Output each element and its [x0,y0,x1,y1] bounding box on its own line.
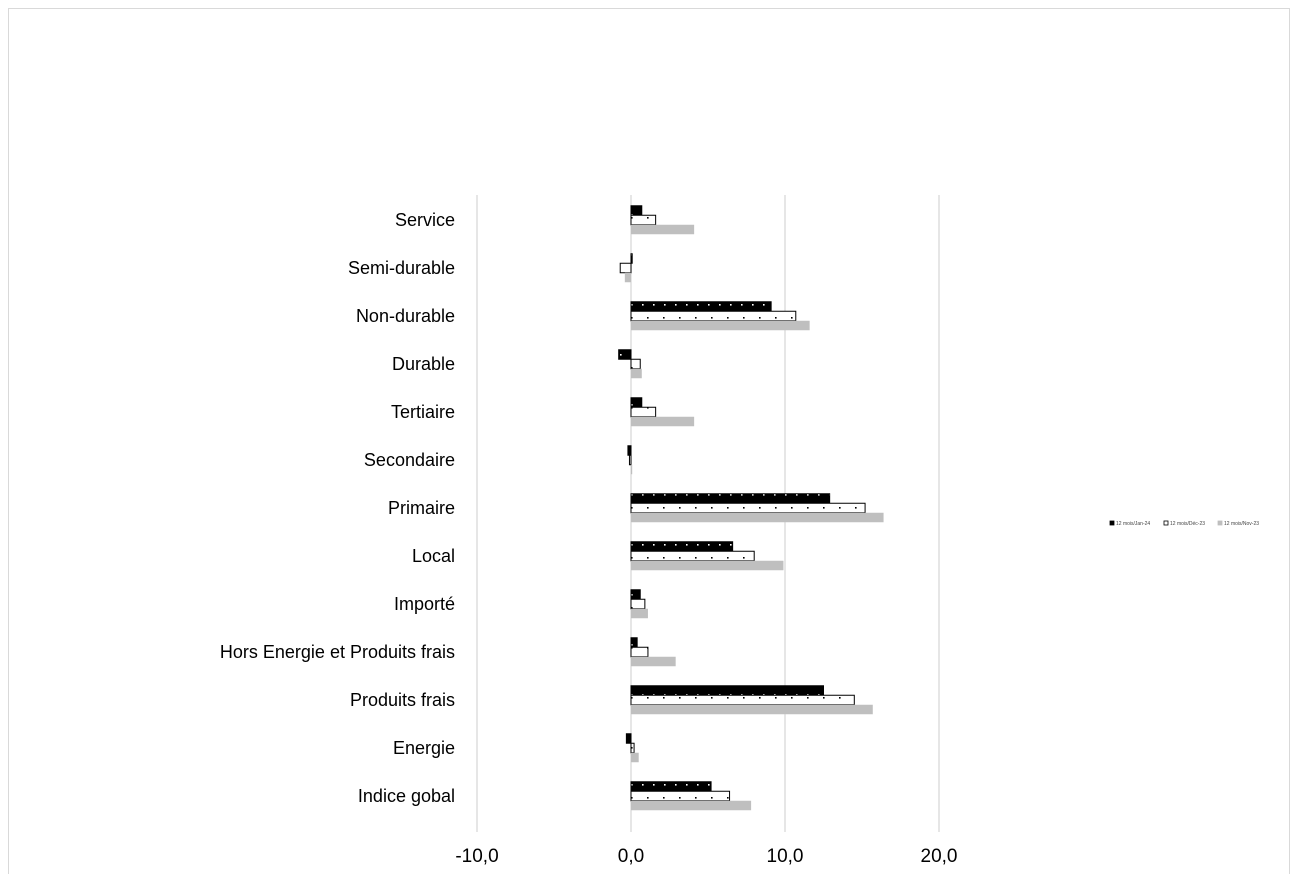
bar-indice-gobal-series-1 [631,782,711,792]
bar-produits-frais-series-3 [631,705,873,715]
x-tick-label-3: 20,0 [921,846,958,867]
bar-importe-series-2 [631,599,645,609]
bar-hors-energie-et-produits-frais-series-2 [631,647,648,657]
category-label-durable: Durable [392,354,455,374]
bar-hors-energie-et-produits-frais-series-3 [631,657,676,667]
bar-primaire-series-1 [631,494,830,504]
category-label-produits-frais: Produits frais [350,690,455,710]
bar-indice-gobal-series-2 [631,791,730,801]
category-label-indice-gobal: Indice gobal [358,786,455,806]
bar-non-durable-series-1 [631,302,771,312]
bar-importe-series-1 [631,590,640,600]
bar-secondaire-series-3 [631,465,632,475]
category-label-hors-energie-et-produits-frais: Hors Energie et Produits frais [220,642,455,662]
bar-energie-series-1 [626,734,631,744]
bar-service-series-3 [631,225,694,235]
bar-secondaire-series-1 [628,446,631,456]
category-label-local: Local [412,546,455,566]
bar-service-series-2 [631,215,656,225]
bar-non-durable-series-3 [631,321,810,331]
bar-durable-series-1 [619,350,631,360]
bar-local-series-3 [631,561,783,571]
category-label-semi-durable: Semi-durable [348,258,455,278]
bar-hors-energie-et-produits-frais-series-1 [631,638,637,648]
bar-local-series-1 [631,542,733,552]
bar-energie-series-3 [631,753,639,763]
x-tick-label-0: -10,0 [455,846,498,867]
category-label-non-durable: Non-durable [356,306,455,326]
bar-energie-series-2 [631,743,634,753]
legend-swatch-1 [1110,521,1114,525]
x-tick-label-1: 0,0 [618,846,644,867]
bar-semi-durable-series-1 [631,254,632,264]
category-label-energie: Energie [393,738,455,758]
bar-durable-series-3 [631,369,642,379]
category-label-tertiaire: Tertiaire [391,402,455,422]
legend-swatch-2 [1164,521,1168,525]
legend-swatch-3 [1218,521,1222,525]
bar-produits-frais-series-2 [631,695,854,705]
bar-tertiaire-series-2 [631,407,656,417]
legend: 12 mois/Jan-24 12 mois/Déc-23 12 mois/Nov-… [1110,521,1259,527]
bar-local-series-2 [631,551,754,561]
bar-service-series-1 [631,206,642,216]
bar-durable-series-2 [631,359,640,369]
x-tick-label-2: 10,0 [767,846,804,867]
bar-indice-gobal-series-3 [631,801,751,811]
bar-importe-series-3 [631,609,648,619]
bar-primaire-series-3 [631,513,884,523]
category-label-secondaire: Secondaire [364,450,455,470]
legend-label-3: 12 mois/Nov-23 [1224,521,1259,527]
bar-non-durable-series-2 [631,311,796,321]
bar-secondaire-series-2 [629,455,631,465]
bar-produits-frais-series-1 [631,686,824,696]
category-label-primaire: Primaire [388,498,455,518]
legend-label-2: 12 mois/Déc-23 [1170,521,1205,527]
category-label-importe: Importé [394,594,455,614]
bar-tertiaire-series-3 [631,417,694,427]
bars [619,206,884,811]
bar-primaire-series-2 [631,503,865,513]
x-tick-labels: -10,0 0,0 10,0 20,0 [455,846,957,867]
category-labels: Service Semi-durable Non-durable Durable Ter… [220,210,455,806]
bar-semi-durable-series-3 [625,273,631,283]
legend-label-1: 12 mois/Jan-24 [1116,521,1150,527]
bar-tertiaire-series-1 [631,398,642,408]
category-label-service: Service [395,210,455,230]
bar-semi-durable-series-2 [620,263,631,273]
